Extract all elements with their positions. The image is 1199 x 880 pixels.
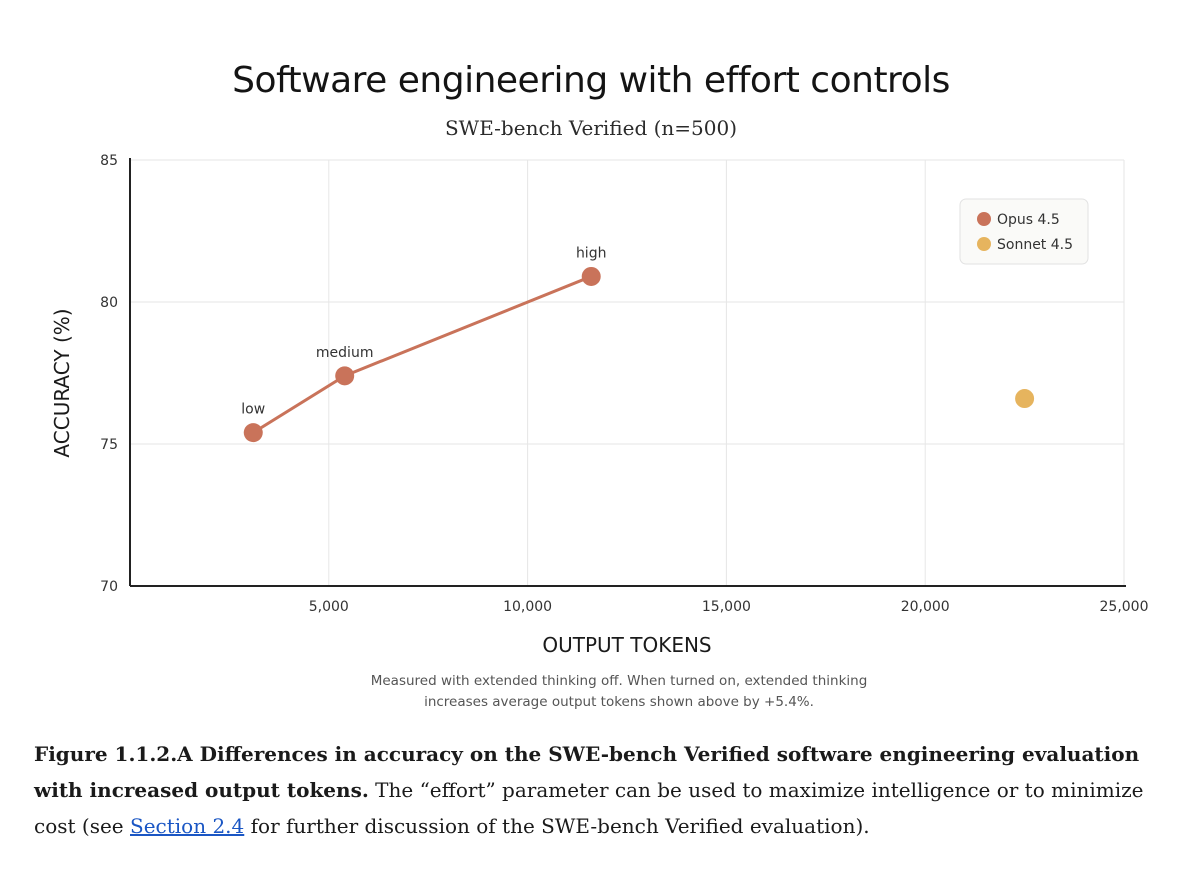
figure-caption: Figure 1.1.2.A Differences in accuracy o… (34, 736, 1164, 844)
legend-entry: Opus 4.5 (997, 212, 1060, 228)
caption-title: Figure 1.1.2.A Differences in accuracy o… (34, 742, 1140, 802)
legend-entry: Sonnet 4.5 (997, 237, 1073, 253)
y-tick-label: 80 (100, 295, 118, 311)
x-axis-label: OUTPUT TOKENS (542, 633, 711, 657)
y-tick-label: 75 (100, 437, 118, 453)
legend-box (959, 198, 1089, 265)
legend-marker (977, 212, 991, 226)
caption-text: The “effort” parameter can be used to ma… (34, 778, 1144, 838)
x-tick-label: 10,000 (503, 599, 552, 615)
chart-footnote-line-1: Measured with extended thinking off. Whe… (370, 673, 868, 689)
y-axis-label: ACCURACY (%) (50, 308, 74, 457)
chart-plot: 5,000 10,000 15,000 20,000 25,000 70 75 80 85 OUT… (50, 153, 1149, 657)
x-tick-label: 25,000 (1100, 599, 1149, 615)
y-tick-label: 70 (100, 579, 118, 595)
data-point (243, 423, 263, 443)
data-point (581, 266, 601, 286)
x-tick-label: 5,000 (309, 599, 349, 615)
section-link[interactable]: Section 2.4 (130, 814, 245, 838)
x-tick-label: 20,000 (901, 599, 950, 615)
data-label: high (576, 245, 607, 261)
caption-text-end: for further discussion of the SWE-bench … (244, 814, 870, 838)
legend-marker (977, 237, 991, 251)
chart-footnote-line-2: increases average output tokens shown ab… (424, 694, 814, 710)
data-point (1015, 389, 1035, 409)
data-label: low (241, 402, 265, 418)
x-tick-label: 15,000 (702, 599, 751, 615)
data-label: medium (316, 345, 374, 361)
series-line (251, 274, 593, 435)
chart-subtitle: SWE-bench Verified (n=500) (444, 116, 738, 140)
data-point (335, 366, 355, 386)
chart-title: Software engineering with effort control… (232, 60, 950, 101)
y-tick-label: 85 (100, 153, 118, 169)
